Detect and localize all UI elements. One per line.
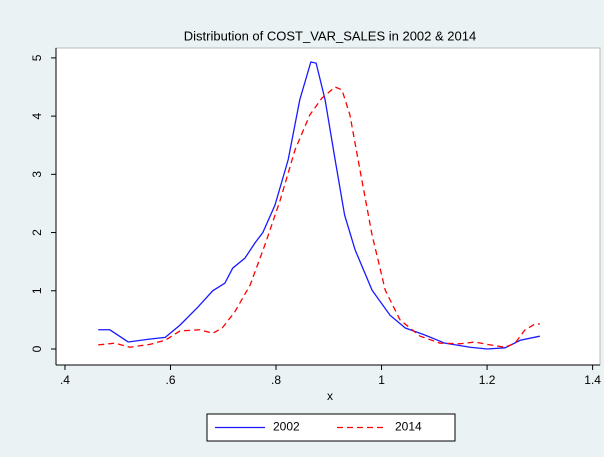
y-tick-label: 0	[30, 345, 44, 352]
series-line	[98, 86, 540, 348]
x-tick-label: .6	[165, 373, 175, 387]
x-tick-label: .4	[60, 373, 70, 387]
x-tick-label: 1	[378, 373, 385, 387]
x-tick-label: 1.4	[584, 373, 601, 387]
legend-label: 2014	[395, 420, 422, 434]
plot-area	[55, 47, 601, 366]
y-tick-label: 2	[30, 229, 44, 236]
y-tick-label: 4	[30, 112, 44, 119]
y-tick-label: 3	[30, 171, 44, 178]
legend-label: 2002	[273, 420, 300, 434]
x-axis-label: x	[327, 389, 333, 403]
y-tick-label: 1	[30, 287, 44, 294]
x-tick-label: .8	[271, 373, 281, 387]
y-tick-label: 5	[30, 54, 44, 61]
chart-title: Distribution of COST_VAR_SALES in 2002 &…	[184, 28, 476, 43]
x-tick-label: 1.2	[479, 373, 496, 387]
series-line	[98, 61, 540, 350]
